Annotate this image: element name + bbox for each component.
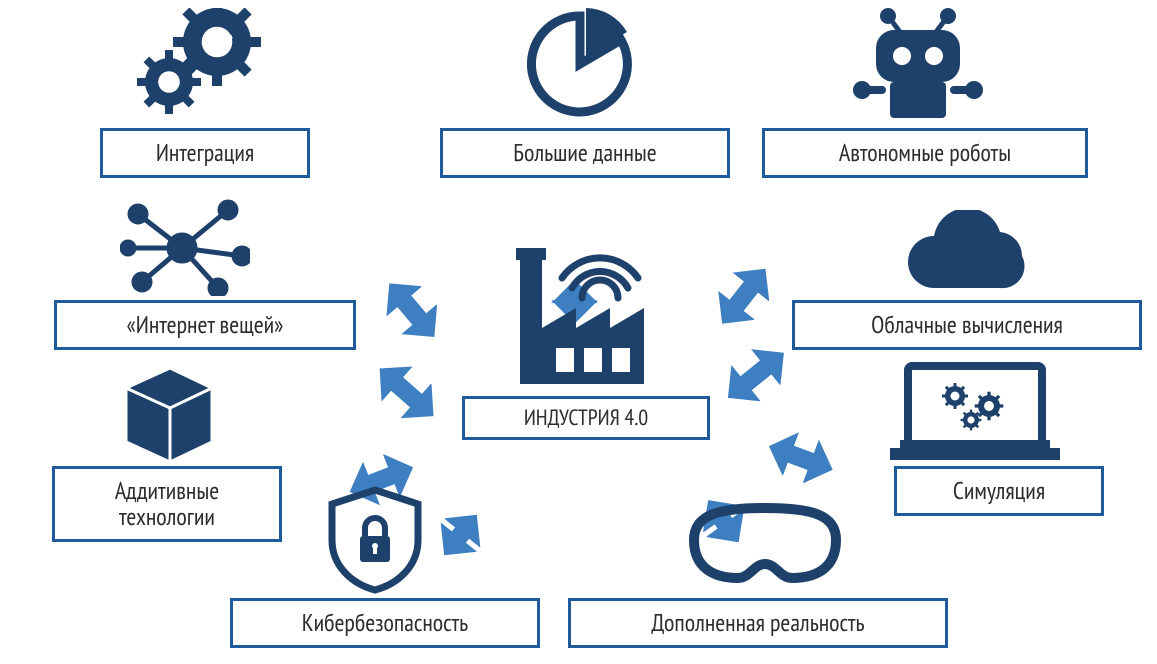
node-label: Интеграция xyxy=(156,140,254,166)
node-label: Большие данные xyxy=(513,140,656,166)
connector-arrow xyxy=(761,446,833,492)
node-box-integration: Интеграция xyxy=(100,128,310,178)
node-label: Симуляция xyxy=(953,478,1045,504)
node-label: «Интернет вещей» xyxy=(127,312,284,338)
node-label: Аддитивныетехнологии xyxy=(107,478,227,531)
connector-arrow xyxy=(728,352,799,415)
node-label: Автономные роботы xyxy=(839,140,1011,166)
node-box-simulation: Симуляция xyxy=(894,466,1104,516)
factory-icon xyxy=(498,218,668,388)
node-box-additive: Аддитивныетехнологии xyxy=(52,466,282,542)
cloud-icon xyxy=(892,210,1042,298)
node-box-cloud: Облачные вычисления xyxy=(792,300,1142,350)
node-box-iot: «Интернет вещей» xyxy=(54,300,356,350)
laptop-icon xyxy=(880,358,1070,464)
connector-arrow xyxy=(379,351,448,416)
diagram-stage: ИНДУСТРИЯ 4.0 Интеграция Большие xyxy=(0,0,1157,664)
node-box-ar: Дополненная реальность xyxy=(568,598,948,648)
robot-icon xyxy=(848,2,988,122)
node-box-robots: Автономные роботы xyxy=(762,128,1088,178)
piechart-icon xyxy=(520,0,640,120)
node-label: Облачные вычисления xyxy=(871,312,1063,338)
node-label: Дополненная реальность xyxy=(651,610,864,636)
connector-arrow xyxy=(427,500,478,555)
connector-arrow xyxy=(722,269,784,338)
cube-icon xyxy=(106,358,226,466)
network-icon xyxy=(120,196,250,296)
node-box-cyber: Кибербезопасность xyxy=(230,598,540,648)
node-box-bigdata: Большие данные xyxy=(440,128,730,178)
node-label: Кибербезопасность xyxy=(302,610,468,636)
goggles-icon xyxy=(680,494,850,590)
connector-arrow xyxy=(389,268,452,337)
node-label: ИНДУСТРИЯ 4.0 xyxy=(524,406,648,430)
gears-icon xyxy=(135,8,275,123)
shield-icon xyxy=(320,484,430,594)
center-box: ИНДУСТРИЯ 4.0 xyxy=(462,396,710,440)
